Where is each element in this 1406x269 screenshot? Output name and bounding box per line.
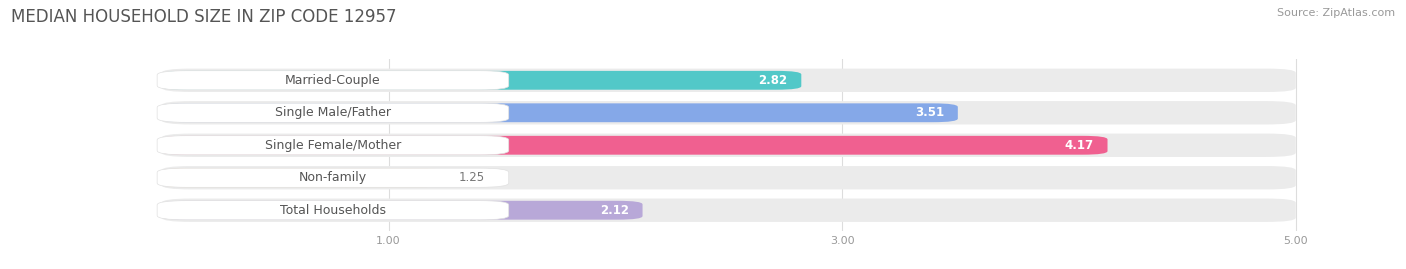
Text: Total Households: Total Households bbox=[280, 204, 385, 217]
Text: Single Female/Mother: Single Female/Mother bbox=[264, 139, 401, 152]
FancyBboxPatch shape bbox=[157, 103, 509, 122]
FancyBboxPatch shape bbox=[157, 168, 509, 187]
FancyBboxPatch shape bbox=[162, 199, 1296, 222]
FancyBboxPatch shape bbox=[162, 166, 1296, 189]
Text: 3.51: 3.51 bbox=[915, 106, 945, 119]
FancyBboxPatch shape bbox=[157, 201, 509, 220]
FancyBboxPatch shape bbox=[162, 168, 446, 187]
Text: MEDIAN HOUSEHOLD SIZE IN ZIP CODE 12957: MEDIAN HOUSEHOLD SIZE IN ZIP CODE 12957 bbox=[11, 8, 396, 26]
FancyBboxPatch shape bbox=[162, 103, 957, 122]
FancyBboxPatch shape bbox=[162, 201, 643, 220]
Text: Non-family: Non-family bbox=[299, 171, 367, 184]
FancyBboxPatch shape bbox=[162, 134, 1296, 157]
Text: 2.82: 2.82 bbox=[759, 74, 787, 87]
Text: Source: ZipAtlas.com: Source: ZipAtlas.com bbox=[1277, 8, 1395, 18]
Text: Married-Couple: Married-Couple bbox=[285, 74, 381, 87]
Text: 1.25: 1.25 bbox=[458, 171, 485, 184]
FancyBboxPatch shape bbox=[162, 71, 801, 90]
Text: 2.12: 2.12 bbox=[600, 204, 628, 217]
FancyBboxPatch shape bbox=[162, 136, 1108, 155]
FancyBboxPatch shape bbox=[162, 101, 1296, 125]
Text: Single Male/Father: Single Male/Father bbox=[276, 106, 391, 119]
FancyBboxPatch shape bbox=[162, 69, 1296, 92]
Text: 4.17: 4.17 bbox=[1064, 139, 1094, 152]
FancyBboxPatch shape bbox=[157, 71, 509, 90]
FancyBboxPatch shape bbox=[157, 136, 509, 155]
